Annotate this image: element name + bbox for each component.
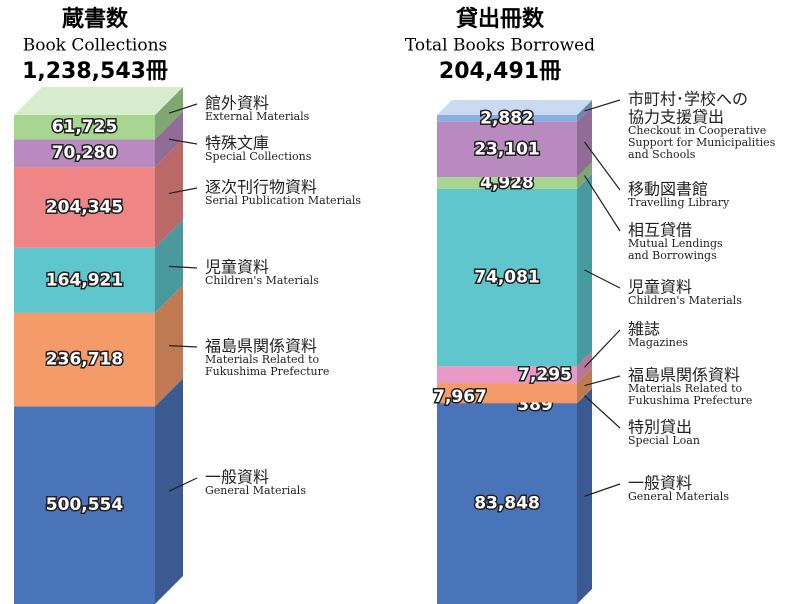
bar-segment (437, 402, 577, 404)
value-label: 61,725 (52, 117, 118, 137)
legend-label-en: Support for Municipalities (628, 136, 776, 149)
leader-line (168, 138, 198, 145)
bar-top (437, 100, 592, 115)
value-label: 204,345 (46, 197, 123, 217)
leader-line (584, 269, 621, 289)
leader-line (168, 477, 198, 492)
bar-segment (14, 312, 155, 407)
legend-label: 福島県関係資料 (205, 337, 317, 356)
bar-segment (437, 188, 577, 367)
total-label: 1,238,543冊 (22, 59, 168, 84)
bar-segment (14, 115, 155, 140)
value-label: 7,967 (433, 387, 487, 407)
legend-label-en: Children's Materials (628, 294, 742, 307)
legend-label-en: Materials Related to (628, 382, 743, 395)
legend-label: 市町村･学校への (628, 90, 748, 109)
legend-label-en: Fukushima Prefecture (205, 365, 329, 378)
chart-title: 蔵書数 (62, 6, 129, 32)
legend-label-en: Magazines (628, 336, 688, 349)
bar-segment (437, 366, 577, 384)
leader-line (584, 329, 621, 368)
legend-label-en: Travelling Library (628, 196, 730, 209)
legend-label: 移動図書館 (628, 180, 708, 199)
bar-segment (14, 406, 155, 604)
legend-label-en: General Materials (628, 490, 729, 503)
legend-label: 一般資料 (205, 468, 269, 487)
value-label: 500,554 (46, 495, 124, 515)
legend-label: 館外資料 (205, 94, 269, 113)
value-label: 83,848 (474, 494, 540, 514)
legend-label: 児童資料 (205, 258, 269, 277)
leader-line (168, 345, 198, 348)
bar-segment (14, 139, 155, 168)
legend-label-en: Mutual Lendings (628, 237, 723, 250)
bar-segment-side (577, 387, 592, 404)
legend-label-en: External Materials (205, 110, 310, 123)
leader-line (584, 375, 621, 387)
legend-label: 協力支援貸出 (628, 108, 724, 127)
value-label: 2,882 (480, 108, 534, 128)
leader-line (583, 175, 621, 232)
legend-label: 一般資料 (628, 474, 692, 493)
total-label: 204,491冊 (439, 59, 561, 84)
legend-label-en: Fukushima Prefecture (628, 394, 752, 407)
value-label: 4,928 (480, 173, 534, 193)
leader-line (168, 187, 198, 195)
chart-title: 貸出冊数 (455, 6, 545, 32)
legend-label-en: Checkout in Cooperative (628, 124, 766, 137)
leader-line (584, 141, 621, 191)
bar-segment (14, 167, 155, 248)
bar-segment (437, 383, 577, 403)
legend-label: 逐次刊行物資料 (205, 178, 317, 197)
bar-segment-side (155, 111, 183, 168)
legend-label: 特別貸出 (628, 418, 692, 437)
legend-label: 児童資料 (628, 278, 692, 297)
value-label: 236,718 (46, 350, 123, 370)
legend-label-en: Serial Publication Materials (205, 194, 361, 207)
legend-label-en: Special Loan (628, 434, 700, 447)
leader-line (168, 103, 198, 114)
bar-segment (14, 247, 155, 313)
legend-label-en: Children's Materials (205, 274, 319, 287)
bar-top (14, 87, 183, 115)
bar-segment (437, 403, 577, 604)
value-label: 74,081 (474, 267, 540, 287)
legend-label: 福島県関係資料 (628, 366, 740, 385)
legend-label-en: Special Collections (205, 150, 312, 163)
legend-label-en: and Borrowings (628, 249, 717, 262)
leader-line (584, 395, 621, 429)
legend-label-en: Materials Related to (205, 353, 320, 366)
value-label: 164,921 (46, 270, 123, 290)
leader-line (584, 99, 621, 112)
bar-segment (437, 115, 577, 122)
value-label: 70,280 (52, 143, 118, 163)
leader-line (168, 265, 198, 269)
bar-segment (437, 121, 577, 178)
leader-line (584, 483, 621, 497)
bar-segment (437, 177, 577, 189)
value-label: 7,295 (518, 365, 572, 385)
chart-subtitle: Book Collections (23, 36, 168, 56)
legend-label-en: and Schools (628, 148, 696, 161)
chart-subtitle: Total Books Borrowed (405, 36, 595, 56)
legend-label: 特殊文庫 (205, 134, 269, 153)
legend-label: 相互貸借 (628, 221, 692, 240)
legend-label-en: General Materials (205, 484, 306, 497)
value-label: 23,101 (474, 140, 540, 160)
legend-label: 雑誌 (628, 320, 660, 339)
